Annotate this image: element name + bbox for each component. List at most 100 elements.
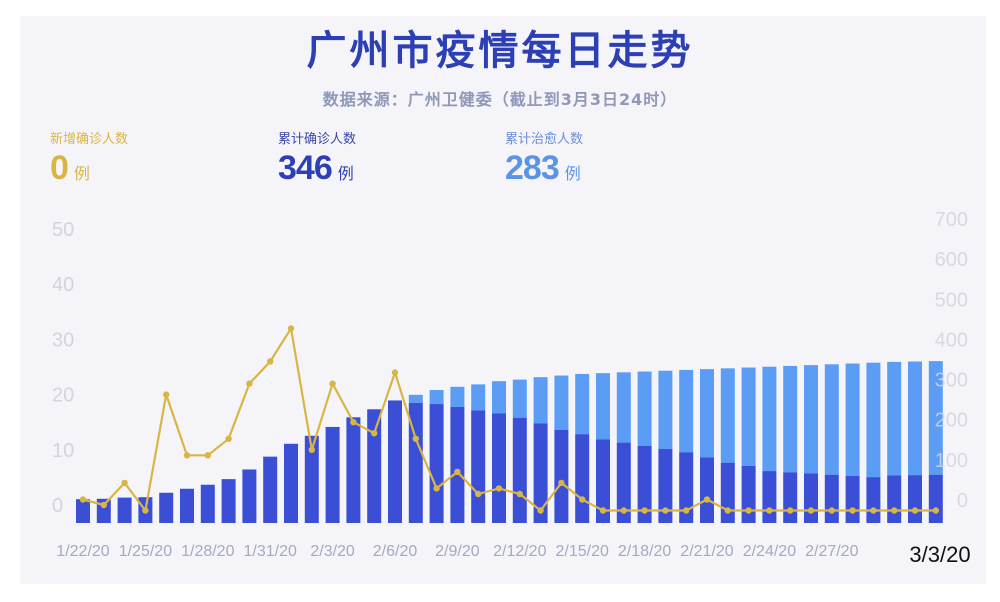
new-confirmed-point — [163, 391, 170, 398]
cured-bar — [783, 365, 798, 473]
new-confirmed-point — [558, 479, 565, 487]
data-source-subtitle: 数据来源：广州卫健委（截止到3月3日24时） — [322, 90, 678, 109]
confirmed-bar — [783, 472, 798, 523]
cured-bar — [762, 366, 777, 472]
new-confirmed-point — [724, 507, 731, 514]
cured-bar — [845, 363, 860, 476]
x-tick-label: 2/12/20 — [493, 543, 546, 560]
new-confirmed-point — [391, 369, 399, 376]
cured-bar — [908, 361, 922, 476]
cured-bar — [492, 381, 506, 414]
confirmed-bar — [76, 499, 90, 523]
confirmed-bar — [325, 426, 340, 523]
new-confirmed-point — [891, 507, 898, 514]
new-confirmed-point — [495, 485, 503, 492]
new-confirmed-point — [412, 435, 419, 442]
new-confirmed-point — [807, 507, 815, 514]
confirmed-bar — [596, 439, 610, 523]
confirmed-bar — [263, 456, 278, 523]
new-confirmed-point — [204, 452, 211, 459]
new-confirmed-point — [599, 507, 607, 514]
stat-unit: 例 — [73, 164, 90, 183]
new-confirmed-point — [100, 501, 108, 509]
new-confirmed-point — [870, 507, 877, 514]
new-confirmed-point — [787, 507, 794, 514]
x-tick-label: 2/18/20 — [618, 543, 671, 560]
stat-cumulative-cured: 累计治愈人数 283 例 — [505, 128, 583, 188]
new-confirmed-point — [849, 507, 856, 514]
confirmed-bar — [512, 417, 527, 523]
confirmed-bar — [928, 474, 943, 523]
cured-bar — [824, 364, 839, 475]
y-left-tick-label: 20 — [52, 385, 74, 407]
cured-bar — [596, 373, 610, 440]
cured-bar — [554, 375, 569, 430]
confirmed-bar — [845, 475, 860, 523]
x-tick-label: 1/31/20 — [244, 543, 297, 560]
cured-bar — [741, 367, 756, 466]
new-confirmed-point — [579, 496, 586, 503]
confirmed-bar — [117, 497, 132, 523]
confirmed-bar — [741, 465, 756, 523]
confirmed-bar — [887, 475, 902, 523]
confirmed-bar — [408, 402, 423, 523]
stat-unit: 例 — [337, 164, 354, 183]
new-confirmed-point — [308, 446, 315, 453]
confirmed-bar — [804, 473, 818, 523]
y-left-tick-label: 0 — [52, 495, 63, 517]
x-tick-label: 2/6/20 — [373, 543, 418, 560]
new-confirmed-point — [79, 496, 87, 503]
confirmed-bar — [304, 435, 319, 523]
new-confirmed-point — [350, 419, 357, 426]
stat-label: 新增确诊人数 — [50, 132, 129, 147]
x-tick-label: 1/28/20 — [181, 543, 234, 560]
new-confirmed-point — [329, 380, 336, 387]
cured-bar — [471, 384, 486, 411]
new-confirmed-point — [225, 435, 232, 442]
y-right-tick-label: 700 — [935, 209, 968, 231]
cured-bar — [928, 361, 943, 475]
stat-label: 累计确诊人数 — [278, 132, 357, 147]
x-tick-label: 2/27/20 — [805, 543, 858, 560]
new-confirmed-point — [183, 452, 191, 459]
cured-bar — [408, 394, 423, 403]
new-confirmed-line — [82, 327, 936, 512]
cured-bar — [616, 372, 631, 443]
y-right-tick-label: 200 — [935, 410, 968, 432]
new-confirmed-point — [745, 507, 752, 514]
confirmed-bar — [700, 457, 714, 523]
y-left-tick-label: 10 — [52, 440, 74, 462]
new-confirmed-point — [683, 507, 690, 514]
new-confirmed-point — [766, 507, 773, 514]
confirmed-bar — [180, 488, 194, 523]
confirmed-bar — [284, 443, 298, 523]
confirmed-bar — [637, 445, 652, 523]
confirmed-bar — [471, 410, 486, 523]
confirmed-bar — [824, 474, 839, 523]
y-right-tick-label: 100 — [935, 450, 968, 472]
new-confirmed-point — [911, 507, 919, 514]
stat-value: 283 — [505, 149, 560, 187]
x-tick-label: 2/3/20 — [310, 543, 355, 560]
new-confirmed-point — [267, 358, 274, 365]
stat-value: 346 — [278, 149, 333, 187]
confirmed-bar — [429, 404, 444, 523]
cured-bar — [533, 377, 548, 424]
new-confirmed-point — [662, 507, 669, 514]
stat-cumulative-confirmed: 累计确诊人数 346 例 — [278, 128, 356, 188]
y-right-tick-label: 600 — [935, 249, 968, 271]
new-confirmed-point — [287, 325, 295, 332]
cured-bar — [658, 370, 673, 450]
y-right-tick-label: 0 — [957, 490, 968, 512]
new-confirmed-point — [433, 485, 440, 492]
confirmed-bar — [720, 462, 735, 523]
confirmed-bar — [159, 492, 174, 523]
x-tick-label: 2/21/20 — [680, 543, 733, 560]
new-confirmed-point — [454, 468, 461, 476]
x-tick-label: 1/22/20 — [56, 543, 109, 560]
cured-bar — [429, 390, 444, 405]
new-confirmed-point — [828, 507, 835, 514]
confirmed-bar — [908, 475, 922, 523]
